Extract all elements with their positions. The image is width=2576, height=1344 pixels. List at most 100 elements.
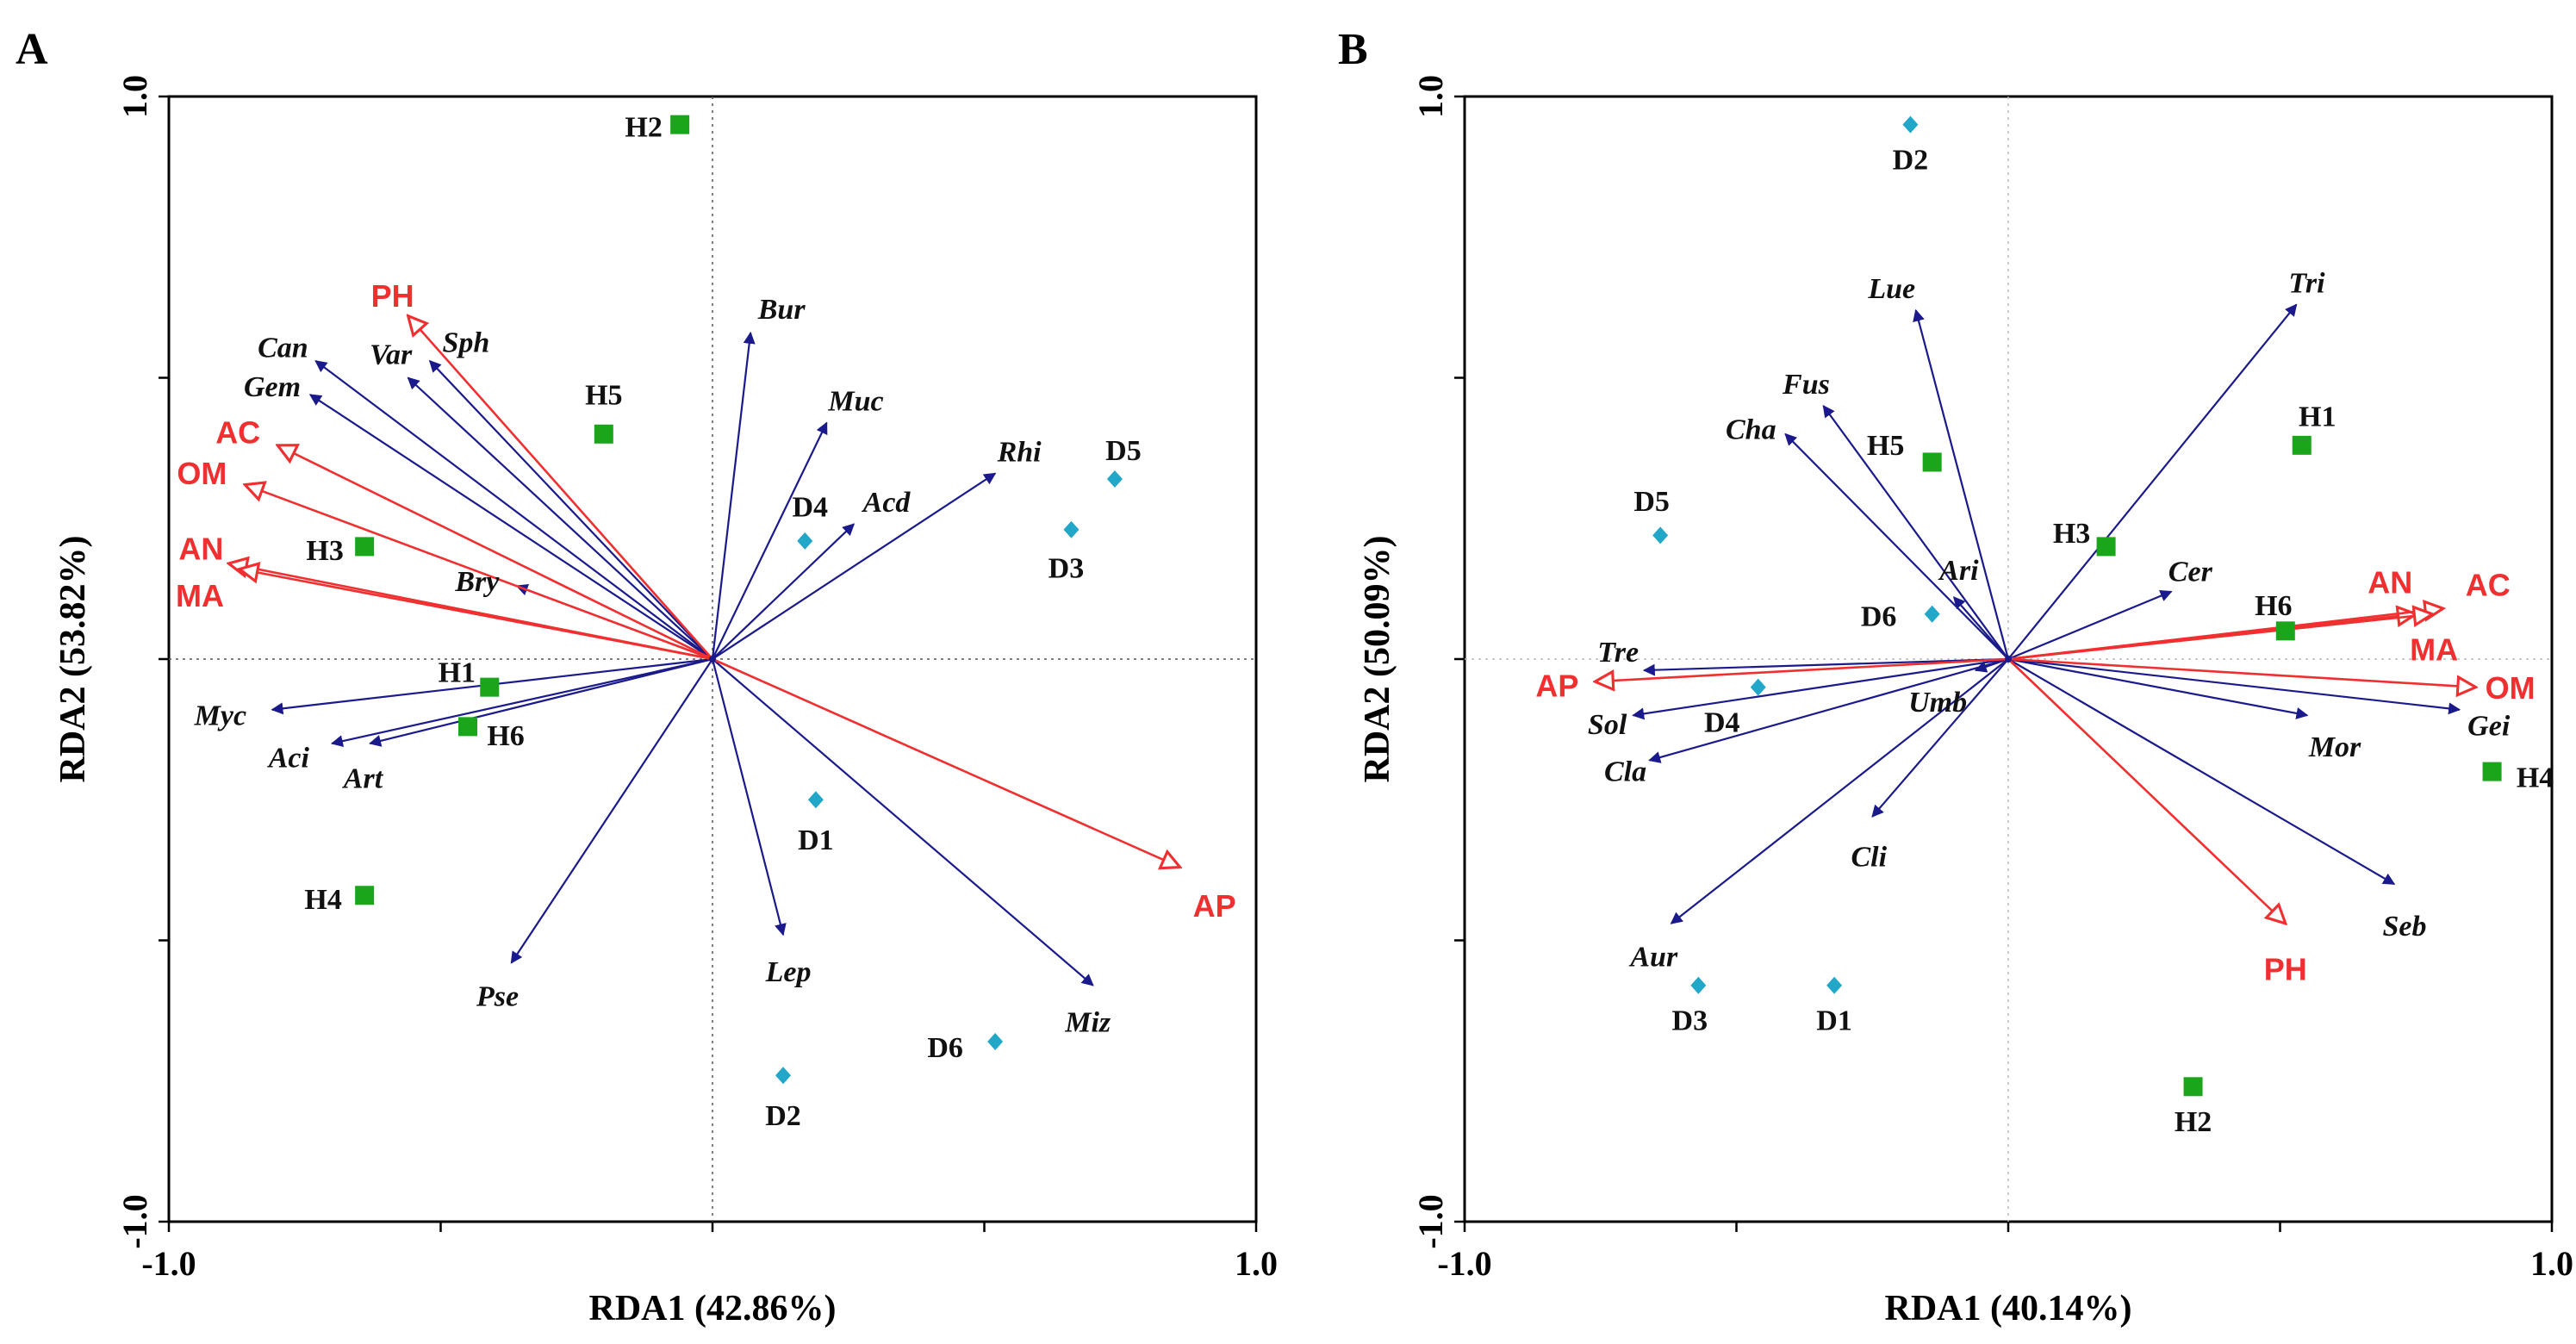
site-point-d5	[1652, 526, 1669, 544]
site-point-d6	[1924, 605, 1940, 623]
panel-a: A -1.0 1.0 1.0 -1.0 RDA1 (42.86%) RDA2 (53.…	[16, 25, 1278, 1328]
y-axis-title: RDA2 (50.09%)	[1358, 536, 1397, 783]
site-label-d5: D5	[1633, 486, 1670, 518]
site-point-d2	[775, 1067, 792, 1085]
species-arrow-cha	[1784, 432, 2009, 660]
species-arrow-pse	[510, 658, 713, 964]
species-arrow-seb	[2007, 658, 2396, 886]
site-label-d1: D1	[1816, 1005, 1852, 1037]
site-label-h6: H6	[2255, 590, 2292, 622]
site-point-d5	[1106, 470, 1123, 488]
species-label-ari: Ari	[1938, 555, 1979, 587]
points-layer	[1652, 115, 2502, 1097]
species-label-gem: Gem	[244, 371, 301, 403]
species-arrow-lue	[1913, 308, 2010, 660]
site-point-h6	[2275, 621, 2295, 641]
env-label-ap: AP	[1535, 669, 1578, 704]
env-arrow-ph	[408, 316, 713, 660]
env-arrow-ap	[712, 657, 1180, 868]
site-label-d6: D6	[927, 1032, 963, 1064]
site-point-h2	[2183, 1077, 2203, 1097]
env-label-ph: PH	[371, 278, 414, 314]
env-label-ph: PH	[2264, 951, 2307, 986]
env-label-an: AN	[178, 532, 223, 567]
x-axis-title: RDA1 (42.86%)	[589, 1289, 837, 1328]
species-arrow-gei	[2007, 657, 2461, 715]
panel-label: B	[1338, 25, 1368, 74]
env-label-om: OM	[2486, 670, 2536, 706]
env-label-ma: MA	[176, 578, 224, 613]
labels-layer: Can Var Sph Gem Bur Muc Acd Rhi Bry Myc Aci Art Pse L…	[176, 111, 1236, 1132]
species-label-cer: Cer	[2168, 556, 2213, 588]
species-arrow-sph	[428, 359, 713, 660]
species-label-lep: Lep	[765, 956, 812, 988]
species-arrow-gem	[308, 394, 713, 660]
site-point-d4	[1750, 678, 1766, 696]
species-label-umb: Umb	[1908, 687, 1967, 719]
y-axis-title: RDA2 (53.82%)	[53, 536, 93, 783]
tick-labels: -1.0 1.0 1.0 -1.0	[1411, 75, 2573, 1283]
env-label-ac: AC	[2466, 568, 2511, 603]
site-point-h1	[480, 677, 500, 697]
x-tick-label: 1.0	[1235, 1244, 1278, 1283]
species-label-seb: Seb	[2383, 911, 2427, 943]
species-arrow-sol	[1632, 657, 2009, 720]
species-arrow-var	[407, 376, 713, 660]
site-label-h6: H6	[487, 720, 524, 752]
env-arrow-ph	[2007, 658, 2286, 924]
species-label-var: Var	[370, 339, 413, 370]
site-label-d4: D4	[1704, 706, 1740, 738]
site-point-d1	[807, 791, 824, 809]
site-label-h5: H5	[585, 380, 622, 412]
x-axis-title: RDA1 (40.14%)	[1885, 1289, 2132, 1328]
site-point-d3	[1690, 976, 1707, 994]
site-label-h2: H2	[2175, 1106, 2212, 1138]
site-point-h5	[594, 424, 613, 444]
site-point-h2	[670, 115, 690, 134]
axis-ticks	[1454, 95, 2554, 1232]
site-point-h4	[2482, 762, 2502, 781]
env-arrow-ac	[277, 445, 713, 661]
site-label-d2: D2	[765, 1100, 801, 1132]
site-label-d3: D3	[1048, 553, 1085, 585]
species-label-bur: Bur	[757, 294, 806, 326]
species-arrow-cla	[1648, 657, 2009, 763]
site-label-h1: H1	[2299, 401, 2336, 433]
env-arrow-ap	[1595, 657, 2009, 681]
site-label-d2: D2	[1893, 144, 1929, 176]
site-point-d1	[1826, 976, 1843, 994]
y-tick-label: -1.0	[1411, 1194, 1450, 1248]
species-arrow-can	[314, 360, 713, 660]
site-point-d4	[797, 532, 813, 550]
axis-ticks	[159, 95, 1258, 1232]
zero-lines	[1465, 96, 2552, 1222]
y-tick-label: -1.0	[115, 1194, 154, 1248]
species-arrow-art	[369, 657, 713, 747]
species-arrow-aur	[1670, 658, 2009, 924]
x-tick-label: -1.0	[141, 1244, 196, 1283]
species-arrow-mor	[2007, 657, 2309, 719]
species-arrow-acd	[712, 523, 856, 660]
species-label-aci: Aci	[267, 743, 310, 775]
species-arrow-bur	[711, 331, 756, 660]
x-tick-label: 1.0	[2530, 1244, 2573, 1283]
species-label-acd: Acd	[862, 487, 912, 519]
site-point-h1	[2292, 435, 2312, 455]
species-label-bry: Bry	[454, 566, 500, 598]
species-label-miz: Miz	[1064, 1007, 1111, 1039]
site-point-h6	[458, 717, 478, 737]
arrows-layer	[1595, 303, 2475, 924]
species-label-cli: Cli	[1851, 842, 1887, 874]
env-arrow-ma	[2007, 614, 2432, 661]
species-arrow-aci	[330, 657, 713, 748]
tick-labels: -1.0 1.0 1.0 -1.0	[115, 75, 1278, 1283]
species-label-tri: Tri	[2288, 267, 2325, 299]
species-arrow-lep	[711, 658, 787, 936]
site-label-d1: D1	[798, 824, 834, 856]
env-label-om: OM	[177, 456, 227, 491]
env-arrow-om	[245, 485, 713, 661]
site-point-h5	[1922, 452, 1942, 472]
species-label-myc: Myc	[194, 700, 246, 732]
species-label-mor: Mor	[2308, 731, 2361, 763]
